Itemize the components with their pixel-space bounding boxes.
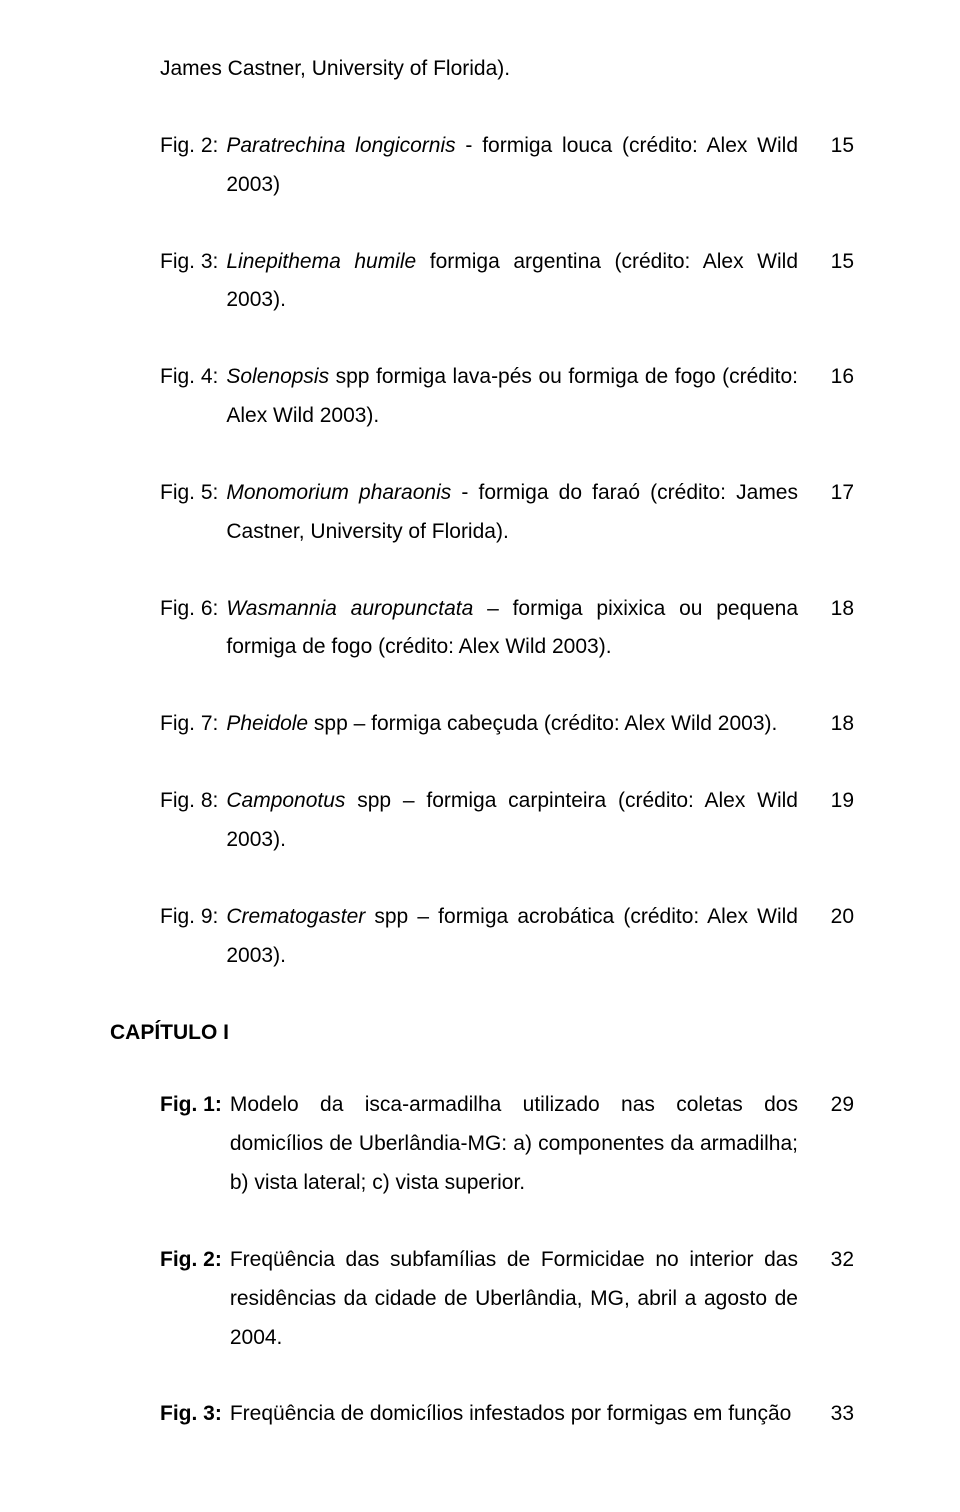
figure-label: Fig. 6: xyxy=(160,590,218,629)
figure-body: Pheidole spp – formiga cabeçuda (crédito… xyxy=(226,705,854,744)
figure-entry: Fig. 2:Paratrechina longicornis - formig… xyxy=(160,127,854,205)
figure-entry: Fig. 2:Freqüência das subfamílias de For… xyxy=(160,1241,854,1358)
figure-label: Fig. 2: xyxy=(160,127,218,166)
figure-body: Freqüência de domicílios infestados por … xyxy=(230,1395,854,1434)
figure-entry: Fig. 8:Camponotus spp – formiga carpinte… xyxy=(160,782,854,860)
figure-entry: Fig. 9:Crematogaster spp – formiga acrob… xyxy=(160,898,854,976)
figure-entry: Fig. 5:Monomorium pharaonis - formiga do… xyxy=(160,474,854,552)
figure-text: Modelo da isca-armadilha utilizado nas c… xyxy=(230,1086,798,1203)
figure-entry: Fig. 3:Freqüência de domicílios infestad… xyxy=(160,1395,854,1434)
figure-body: Camponotus spp – formiga carpinteira (cr… xyxy=(226,782,854,860)
figure-entry: Fig. 1:Modelo da isca-armadilha utilizad… xyxy=(160,1086,854,1203)
figure-label: Fig. 2: xyxy=(160,1241,222,1280)
figure-label: Fig. 4: xyxy=(160,358,218,397)
figure-page: 18 xyxy=(826,705,854,744)
figure-text: Paratrechina longicornis - formiga louca… xyxy=(226,127,798,205)
figure-text: Camponotus spp – formiga carpinteira (cr… xyxy=(226,782,798,860)
figure-page: 18 xyxy=(826,590,854,629)
figure-page: 16 xyxy=(826,358,854,397)
figure-label: Fig. 8: xyxy=(160,782,218,821)
continuation-line: James Castner, University of Florida). xyxy=(160,50,854,89)
figure-list: Fig. 2:Paratrechina longicornis - formig… xyxy=(160,127,854,976)
figure-body: Wasmannia auropunctata – formiga pixixic… xyxy=(226,590,854,668)
figure-entry: Fig. 4:Solenopsis spp formiga lava-pés o… xyxy=(160,358,854,436)
figure-label: Fig. 1: xyxy=(160,1086,222,1125)
figure-entry: Fig. 3:Linepithema humile formiga argent… xyxy=(160,243,854,321)
figure-label: Fig. 3: xyxy=(160,1395,222,1434)
figure-page: 19 xyxy=(826,782,854,821)
figure-body: Freqüência das subfamílias de Formicidae… xyxy=(230,1241,854,1358)
figure-page: 20 xyxy=(826,898,854,937)
figure-text: Solenopsis spp formiga lava-pés ou formi… xyxy=(226,358,798,436)
figure-label: Fig. 9: xyxy=(160,898,218,937)
figure-text: Crematogaster spp – formiga acrobática (… xyxy=(226,898,798,976)
figure-page: 33 xyxy=(826,1395,854,1434)
figure-text: Linepithema humile formiga argentina (cr… xyxy=(226,243,798,321)
figure-text: Pheidole spp – formiga cabeçuda (crédito… xyxy=(226,705,798,744)
figure-body: Linepithema humile formiga argentina (cr… xyxy=(226,243,854,321)
figure-text: Freqüência das subfamílias de Formicidae… xyxy=(230,1241,798,1358)
figure-label: Fig. 5: xyxy=(160,474,218,513)
figure-text: Monomorium pharaonis - formiga do faraó … xyxy=(226,474,798,552)
figure-body: Crematogaster spp – formiga acrobática (… xyxy=(226,898,854,976)
chapter-heading: CAPÍTULO I xyxy=(110,1014,854,1053)
chapter-figure-list: Fig. 1:Modelo da isca-armadilha utilizad… xyxy=(160,1086,854,1434)
figure-text: Wasmannia auropunctata – formiga pixixic… xyxy=(226,590,798,668)
figure-entry: Fig. 6:Wasmannia auropunctata – formiga … xyxy=(160,590,854,668)
figure-body: Monomorium pharaonis - formiga do faraó … xyxy=(226,474,854,552)
figure-body: Solenopsis spp formiga lava-pés ou formi… xyxy=(226,358,854,436)
figure-body: Paratrechina longicornis - formiga louca… xyxy=(226,127,854,205)
figure-entry: Fig. 7:Pheidole spp – formiga cabeçuda (… xyxy=(160,705,854,744)
figure-page: 29 xyxy=(826,1086,854,1125)
figure-text: Freqüência de domicílios infestados por … xyxy=(230,1395,798,1434)
figure-page: 15 xyxy=(826,127,854,166)
figure-page: 15 xyxy=(826,243,854,282)
figure-page: 32 xyxy=(826,1241,854,1280)
figure-body: Modelo da isca-armadilha utilizado nas c… xyxy=(230,1086,854,1203)
figure-label: Fig. 7: xyxy=(160,705,218,744)
figure-label: Fig. 3: xyxy=(160,243,218,282)
figure-page: 17 xyxy=(826,474,854,513)
